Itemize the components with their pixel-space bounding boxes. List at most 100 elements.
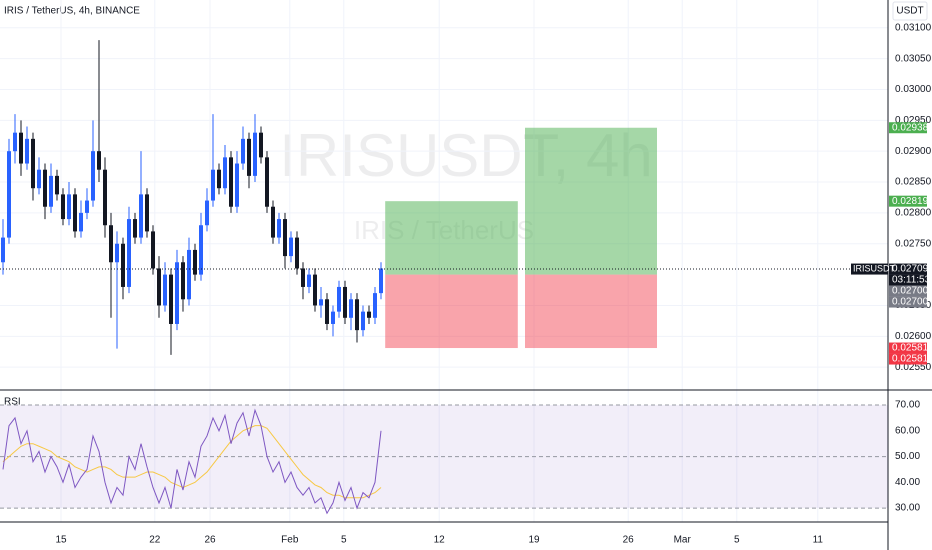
y-tick-label: 0.02950 — [895, 115, 932, 126]
entry-tag — [889, 285, 927, 297]
candle-body — [139, 194, 143, 238]
target-tag-label: 0.02819 — [892, 196, 929, 207]
candle-body — [247, 138, 251, 176]
y-tick-label: 0.02550 — [895, 362, 932, 373]
stop-zone — [525, 274, 657, 349]
rsi-tick-label: 40.00 — [895, 477, 920, 488]
candle-body — [241, 138, 245, 164]
candle-body — [235, 163, 239, 207]
candle-body — [109, 225, 113, 263]
stop-zone — [385, 274, 518, 349]
y-tick-label: 0.03000 — [895, 84, 932, 95]
candle-body — [361, 311, 365, 331]
candle-body — [31, 138, 35, 189]
candle-body — [277, 219, 281, 238]
x-tick-label: 26 — [623, 535, 635, 546]
candle-body — [349, 299, 353, 318]
rsi-tick-label: 70.00 — [895, 400, 920, 411]
candle-body — [199, 225, 203, 275]
currency: USDT — [896, 6, 923, 17]
x-tick-label: 22 — [149, 535, 161, 546]
candle-body — [55, 175, 59, 195]
candle-body — [187, 249, 191, 300]
x-tick-label: 5 — [734, 535, 740, 546]
candle-body — [97, 151, 101, 170]
candle-body — [229, 157, 233, 207]
candle-body — [301, 268, 305, 287]
x-tick-label: 12 — [434, 535, 446, 546]
y-tick-label: 0.03050 — [895, 53, 932, 64]
currency-button[interactable] — [892, 1, 928, 21]
candle-body — [325, 299, 329, 324]
x-tick-label: 26 — [204, 535, 216, 546]
current-price-tag — [889, 263, 927, 275]
candle-body — [331, 311, 335, 324]
x-tick-label: Feb — [281, 535, 299, 546]
candle-body — [289, 237, 293, 257]
candle-body — [151, 231, 155, 269]
x-tick-label: Mar — [674, 535, 692, 546]
candle-body — [259, 132, 263, 158]
candle-body — [7, 151, 11, 238]
y-tick-label: 0.02600 — [895, 331, 932, 342]
candle-body — [181, 262, 185, 300]
candle-body — [307, 274, 311, 287]
candle-body — [373, 293, 377, 318]
entry-tag — [889, 296, 927, 308]
target-tag-label: 0.02938 — [892, 122, 929, 133]
candle-body — [175, 262, 179, 324]
candle-body — [253, 132, 257, 176]
entry-tag-label: 0.02700 — [892, 297, 929, 308]
stop-tag-label: 0.02581 — [892, 343, 929, 354]
target-zone — [525, 127, 657, 275]
stop-tag — [889, 353, 927, 365]
stop-tag-label: 0.02581 — [892, 354, 929, 365]
x-tick-label: 19 — [528, 535, 540, 546]
candle-body — [205, 200, 209, 226]
x-tick-label: 11 — [813, 535, 824, 546]
candle-body — [163, 274, 167, 306]
candle-body — [127, 219, 131, 287]
candle-body — [115, 243, 119, 263]
candle-body — [67, 194, 71, 220]
candle-body — [271, 206, 275, 238]
candle-body — [283, 219, 287, 257]
stop-tag — [889, 342, 927, 354]
candle-body — [91, 151, 95, 201]
y-tick-label: 0.02800 — [895, 208, 932, 219]
y-tick-label: 0.02750 — [895, 238, 932, 249]
candle-body — [85, 200, 89, 213]
candle-body — [103, 169, 107, 226]
entry-tag-label: 0.02700 — [892, 286, 929, 297]
candle-body — [157, 268, 161, 306]
candle-body — [13, 132, 17, 152]
y-tick-label: 0.03100 — [895, 22, 932, 33]
rsi-tick-label: 60.00 — [895, 425, 920, 436]
candle-body — [211, 169, 215, 201]
x-tick-label: 5 — [341, 535, 347, 546]
candle-body — [313, 274, 317, 306]
rsi-label: RSI — [4, 397, 21, 408]
y-tick-label: 0.02850 — [895, 177, 932, 188]
symbol-tag-label: IRISUSDT — [853, 263, 896, 273]
candle-body — [61, 194, 65, 220]
candle-body — [169, 274, 173, 324]
target-tag — [889, 122, 927, 134]
x-tick-label: 15 — [55, 535, 67, 546]
candle-body — [343, 286, 347, 318]
candle-body — [193, 249, 197, 275]
candle-body — [295, 237, 299, 269]
candle-body — [265, 157, 269, 207]
symbol-title: IRIS / TetherUS, 4h, BINANCE — [4, 6, 140, 17]
countdown-tag — [889, 274, 927, 286]
countdown-label: 03:11:53 — [892, 275, 931, 286]
candle-body — [73, 194, 77, 232]
candle-body — [121, 243, 125, 287]
candle-body — [355, 299, 359, 331]
candle-body — [133, 219, 137, 238]
y-tick-label: 0.02900 — [895, 146, 932, 157]
rsi-ma — [2, 425, 382, 499]
rsi-tick-label: 50.00 — [895, 451, 920, 462]
candle-body — [379, 268, 383, 294]
